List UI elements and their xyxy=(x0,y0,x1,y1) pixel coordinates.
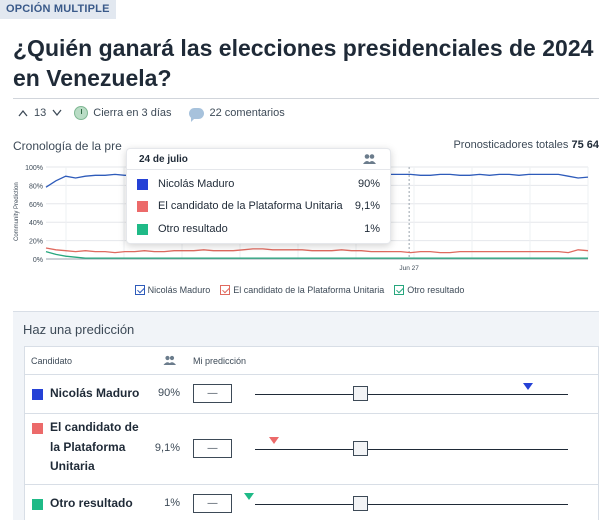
community-percent: 1% xyxy=(164,497,180,509)
forecasters-value: 75 64 xyxy=(571,139,599,151)
upvote-icon[interactable] xyxy=(18,109,28,117)
community-marker xyxy=(244,493,255,500)
forecasters-icon xyxy=(363,154,376,164)
tooltip-option-value: 90% xyxy=(357,178,380,190)
color-swatch xyxy=(32,499,43,510)
downvote-icon[interactable] xyxy=(52,109,62,117)
close-info: Cierra en 3 días xyxy=(74,106,172,120)
series-line xyxy=(45,247,589,254)
community-marker xyxy=(269,437,280,444)
comments-text: 22 comentarios xyxy=(209,107,285,119)
candidate-name: El candidato de la Plataforma Unitaria xyxy=(50,418,139,477)
comments-link[interactable]: 22 comentarios xyxy=(188,107,285,122)
community-marker xyxy=(522,383,533,390)
x-tick-label: Jun 27 xyxy=(399,265,419,272)
y-tick-label: 100% xyxy=(25,165,43,172)
prediction-title: Haz una predicción xyxy=(23,322,135,337)
legend-label: Otro resultado xyxy=(407,285,465,295)
forecasters-label: Pronosticadores totales xyxy=(453,139,569,151)
y-axis-label: Community Prediction xyxy=(14,182,20,241)
tooltip-option-value: 9,1% xyxy=(354,200,380,212)
column-candidate: Candidato xyxy=(31,355,73,366)
vote-count: 13 xyxy=(34,107,47,119)
slider-handle[interactable] xyxy=(353,386,368,401)
chart-legend: Nicolás Maduro El candidato de la Plataf… xyxy=(0,285,599,295)
question-title: ¿Quién ganará las elecciones presidencia… xyxy=(13,35,594,91)
y-tick-label: 20% xyxy=(29,239,43,246)
color-swatch xyxy=(137,178,148,190)
prediction-panel: Haz una predicción Candidato Mi predicci… xyxy=(13,311,599,520)
tooltip-option-name: Nicolás Maduro xyxy=(158,178,235,190)
legend-label: El candidato de la Plataforma Unitaria xyxy=(233,285,385,295)
color-swatch xyxy=(137,200,148,212)
divider xyxy=(13,98,599,99)
checkbox-icon[interactable] xyxy=(220,285,231,295)
slider-track[interactable] xyxy=(255,394,568,395)
prediction-input[interactable]: — xyxy=(193,384,232,403)
prediction-table: Candidato Mi predicción Nicolás Maduro 9… xyxy=(24,346,599,520)
tooltip-option-value: 1% xyxy=(364,223,380,235)
slider-handle[interactable] xyxy=(353,441,368,456)
legend-item-maduro[interactable]: Nicolás Maduro xyxy=(134,285,211,295)
color-swatch xyxy=(32,423,43,434)
table-row: Otro resultado 1% — xyxy=(25,485,598,520)
community-percent: 9,1% xyxy=(154,442,180,454)
table-row: Nicolás Maduro 90% — xyxy=(25,375,598,414)
y-tick-label: 60% xyxy=(29,202,43,209)
slider-track[interactable] xyxy=(255,504,568,505)
prediction-input[interactable]: — xyxy=(193,439,232,458)
community-percent: 90% xyxy=(157,387,180,399)
tooltip-row: Otro resultado 1% xyxy=(137,218,380,240)
checkbox-icon[interactable] xyxy=(134,285,145,295)
vote-control: 13 xyxy=(18,107,62,119)
total-forecasters: Pronosticadores totales 75 64 xyxy=(453,139,599,151)
tooltip-row: El candidato de la Plataforma Unitaria 9… xyxy=(137,195,380,217)
chart-tooltip: 24 de julio Nicolás Maduro 90% El candid… xyxy=(126,148,391,244)
y-tick-label: 80% xyxy=(29,183,43,190)
y-tick-label: 0% xyxy=(33,257,43,264)
close-text: Cierra en 3 días xyxy=(93,107,172,119)
color-swatch xyxy=(137,223,148,235)
legend-item-otro[interactable]: Otro resultado xyxy=(394,285,464,295)
candidate-name-line: la Plataforma xyxy=(50,439,126,454)
question-type-tag: OPCIÓN MULTIPLE xyxy=(0,0,116,19)
tooltip-option-name: Otro resultado xyxy=(158,223,228,235)
table-row: El candidato de la Plataforma Unitaria 9… xyxy=(25,414,598,485)
prediction-input[interactable]: — xyxy=(193,494,232,513)
comment-icon xyxy=(188,107,204,122)
tooltip-option-name: El candidato de la Plataforma Unitaria xyxy=(158,200,343,212)
legend-label: Nicolás Maduro xyxy=(147,285,211,295)
slider-handle[interactable] xyxy=(353,496,368,511)
question-meta: 13 Cierra en 3 días 22 comentarios xyxy=(18,104,285,122)
tooltip-row: Nicolás Maduro 90% xyxy=(137,173,380,195)
candidate-name: Otro resultado xyxy=(50,496,133,510)
y-tick-label: 40% xyxy=(29,220,43,227)
forecasters-icon xyxy=(163,355,176,365)
color-swatch xyxy=(32,389,43,400)
chart-title: Cronología de la pre xyxy=(13,139,122,153)
tooltip-date: 24 de julio xyxy=(139,154,188,165)
legend-item-plataforma[interactable]: El candidato de la Plataforma Unitaria xyxy=(220,285,384,295)
candidate-name-line: El candidato de xyxy=(50,420,139,434)
candidate-name-line: Unitaria xyxy=(50,459,95,473)
slider-track[interactable] xyxy=(255,449,568,450)
checkbox-icon[interactable] xyxy=(394,285,405,295)
candidate-name: Nicolás Maduro xyxy=(50,386,140,400)
tooltip-divider xyxy=(127,169,390,170)
series-line xyxy=(45,250,588,259)
column-my-prediction: Mi predicción xyxy=(193,355,247,366)
table-header: Candidato Mi predicción xyxy=(25,347,598,375)
clock-icon xyxy=(74,106,89,120)
